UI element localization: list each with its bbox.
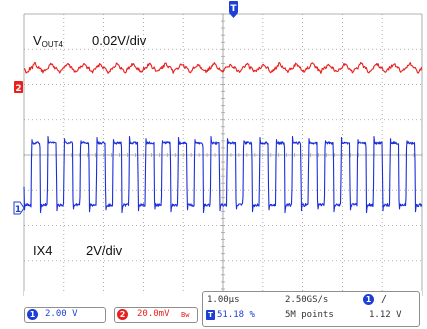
ch2-waveform xyxy=(23,61,423,74)
ch2-scale: 20.0mV xyxy=(137,309,170,319)
vout-label: VOUT4 xyxy=(33,33,63,49)
acquisition-readout[interactable]: 1.00µs T 51.18 % 2.50GS/s 5M points 1 / … xyxy=(202,291,420,327)
ch1-ground-marker[interactable]: 1 xyxy=(13,201,25,215)
ch2-scale-readout[interactable]: 2 20.0mV Bw xyxy=(114,307,198,323)
ch1-marker-label: 1 xyxy=(15,205,21,215)
trigger-source-badge: 1 xyxy=(363,294,374,305)
trigger-level: 1.12 V xyxy=(369,310,402,320)
vout-label-main: V xyxy=(33,33,42,48)
status-bar: 1 2.00 V 2 20.0mV Bw 1.00µs T 51.18 % 2.… xyxy=(24,291,422,329)
ch2-bandwidth-mark: Bw xyxy=(181,311,190,319)
vout-label-subscript: OUT4 xyxy=(41,40,64,49)
ch2-badge: 2 xyxy=(117,309,128,320)
trigger-position-marker[interactable]: T xyxy=(229,1,238,18)
ch1-waveform xyxy=(23,135,423,214)
time-per-div: 1.00µs xyxy=(207,295,240,305)
ix-scale-label: 2V/div xyxy=(86,243,123,258)
ch1-scale-readout[interactable]: 1 2.00 V xyxy=(24,307,106,323)
ch2-ground-marker[interactable]: 2 xyxy=(14,81,23,94)
ch1-badge: 1 xyxy=(27,309,38,320)
record-length: 5M points xyxy=(285,310,334,320)
trigger-position-percent: 51.18 % xyxy=(217,310,255,320)
sample-rate: 2.50GS/s xyxy=(285,295,329,305)
vout-scale-label: 0.02V/div xyxy=(92,33,147,48)
ch2-marker-label: 2 xyxy=(15,84,21,94)
ch1-scale: 2.00 V xyxy=(45,309,78,319)
trigger-position-label: T xyxy=(230,4,237,14)
trigger-pos-icon: T xyxy=(206,310,215,320)
trigger-slope-icon: / xyxy=(381,294,388,305)
ix-label: IX4 xyxy=(33,243,53,258)
